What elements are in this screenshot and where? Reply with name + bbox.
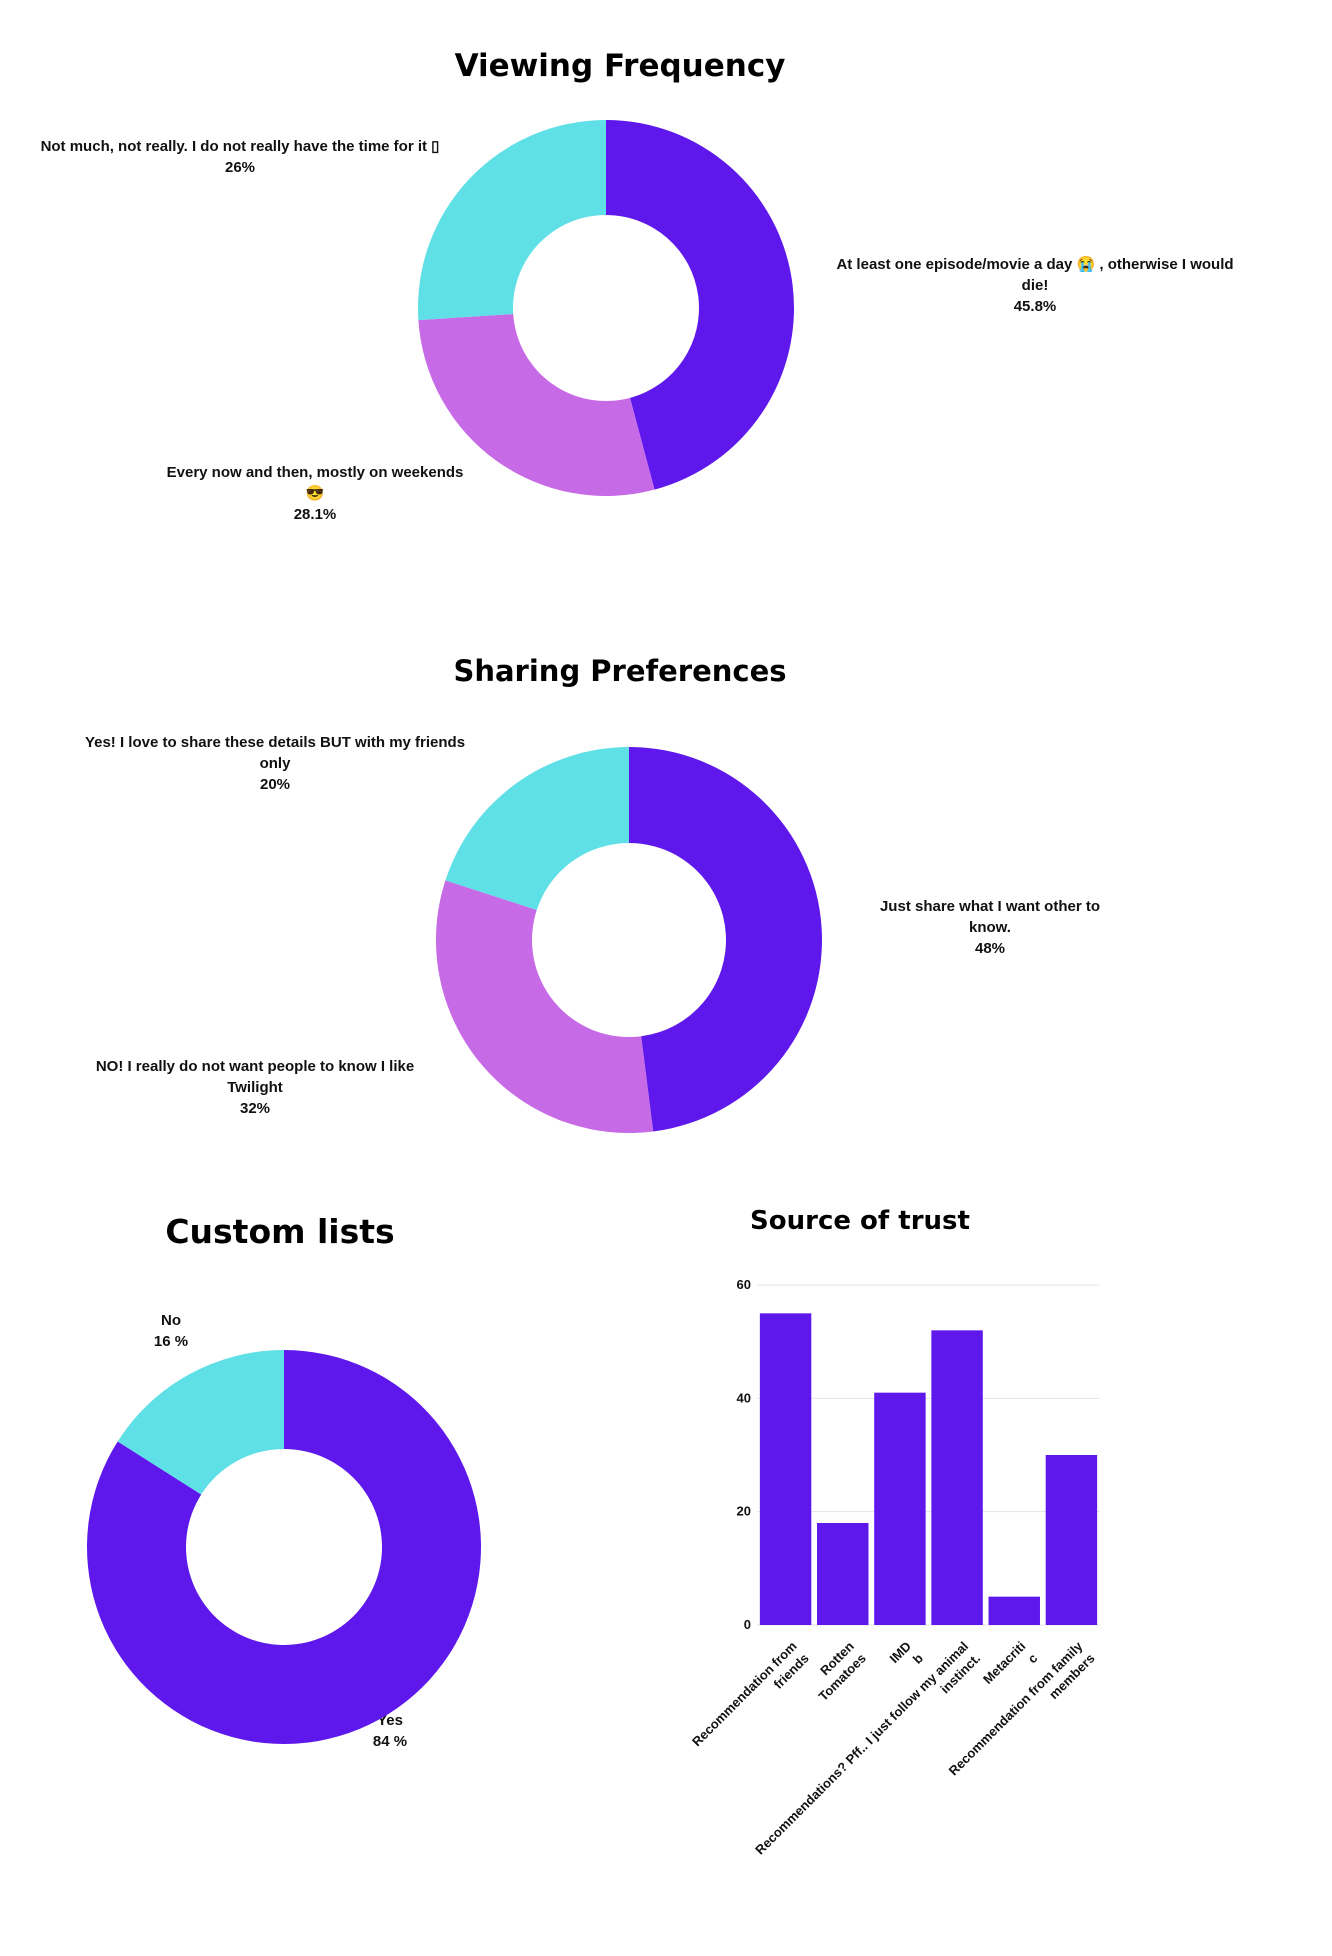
donut-slice-1-0 (629, 747, 822, 1132)
slice-label-text: Just share what I want other to know. (879, 898, 1101, 936)
x-category-label: Recommendation fromfriends (689, 1639, 812, 1762)
slice-label-pct: 32% (239, 1100, 271, 1117)
chart-title-source-of-trust: Source of trust (750, 1206, 970, 1236)
x-category-label-line: c (1025, 1651, 1041, 1667)
slice-label-pct: 84 % (372, 1733, 408, 1750)
x-category-label-line: b (910, 1651, 926, 1667)
bar-2 (874, 1392, 926, 1625)
slice-label-not-much: Not much, not really. I do not really ha… (35, 136, 445, 178)
slice-label-pct: 20% (259, 776, 291, 793)
bar-1 (817, 1523, 869, 1625)
y-tick-label: 60 (737, 1277, 751, 1292)
donut-slice-1-2 (445, 747, 629, 911)
slice-label-pct: 48% (974, 940, 1006, 957)
bar-4 (988, 1596, 1040, 1625)
chart-title-custom-lists: Custom lists (165, 1212, 395, 1251)
slice-label-weekends: Every now and then, mostly on weekends 😎… (160, 462, 470, 525)
x-category-label-line: Recommendation from (689, 1639, 800, 1750)
slice-label-pct: 26% (224, 159, 256, 176)
slice-label-no-twilight: NO! I really do not want people to know … (80, 1056, 430, 1119)
slice-label-pct: 45.8% (1013, 298, 1057, 315)
slice-label-share-what-i-want: Just share what I want other to know. 48… (865, 896, 1115, 959)
slice-label-text: NO! I really do not want people to know … (95, 1058, 415, 1096)
x-category-label: IMDb (887, 1638, 927, 1678)
y-tick-label: 0 (744, 1617, 751, 1632)
slice-label-text: No (161, 1312, 181, 1329)
donut-slice-2-1 (117, 1350, 285, 1495)
slice-label-pct: 28.1% (293, 506, 337, 523)
chart-title-sharing-preferences: Sharing Preferences (453, 654, 787, 688)
y-tick-label: 20 (737, 1504, 751, 1519)
donut-slice-2-0 (86, 1350, 481, 1744)
bar-0 (759, 1313, 812, 1625)
chart-title-viewing-frequency: Viewing Frequency (454, 48, 786, 84)
slice-label-no: No 16 % (151, 1310, 191, 1352)
slice-label-daily: At least one episode/movie a day 😭 , oth… (830, 254, 1240, 317)
slice-label-pct: 16 % (153, 1333, 189, 1350)
bar-3 (931, 1330, 983, 1625)
donut-slice-1-1 (436, 880, 654, 1133)
slice-label-friends-only: Yes! I love to share these details BUT w… (70, 732, 480, 795)
bar-5 (1045, 1455, 1098, 1625)
slice-label-text: At least one episode/movie a day 😭 , oth… (836, 256, 1234, 294)
slice-label-text: Not much, not really. I do not really ha… (40, 138, 440, 155)
slice-label-text: Every now and then, mostly on weekends 😎 (166, 464, 464, 502)
donut-slice-0-1 (418, 313, 655, 496)
slice-label-text: Yes! I love to share these details BUT w… (84, 734, 466, 772)
x-category-label: RottenTomatoes (804, 1638, 869, 1703)
donut-slice-0-2 (418, 120, 606, 321)
x-category-label-line: IMD (887, 1639, 914, 1666)
y-tick-label: 40 (737, 1390, 751, 1405)
x-category-label-line: Metacriti (980, 1639, 1028, 1687)
donut-slice-0-0 (606, 120, 795, 490)
